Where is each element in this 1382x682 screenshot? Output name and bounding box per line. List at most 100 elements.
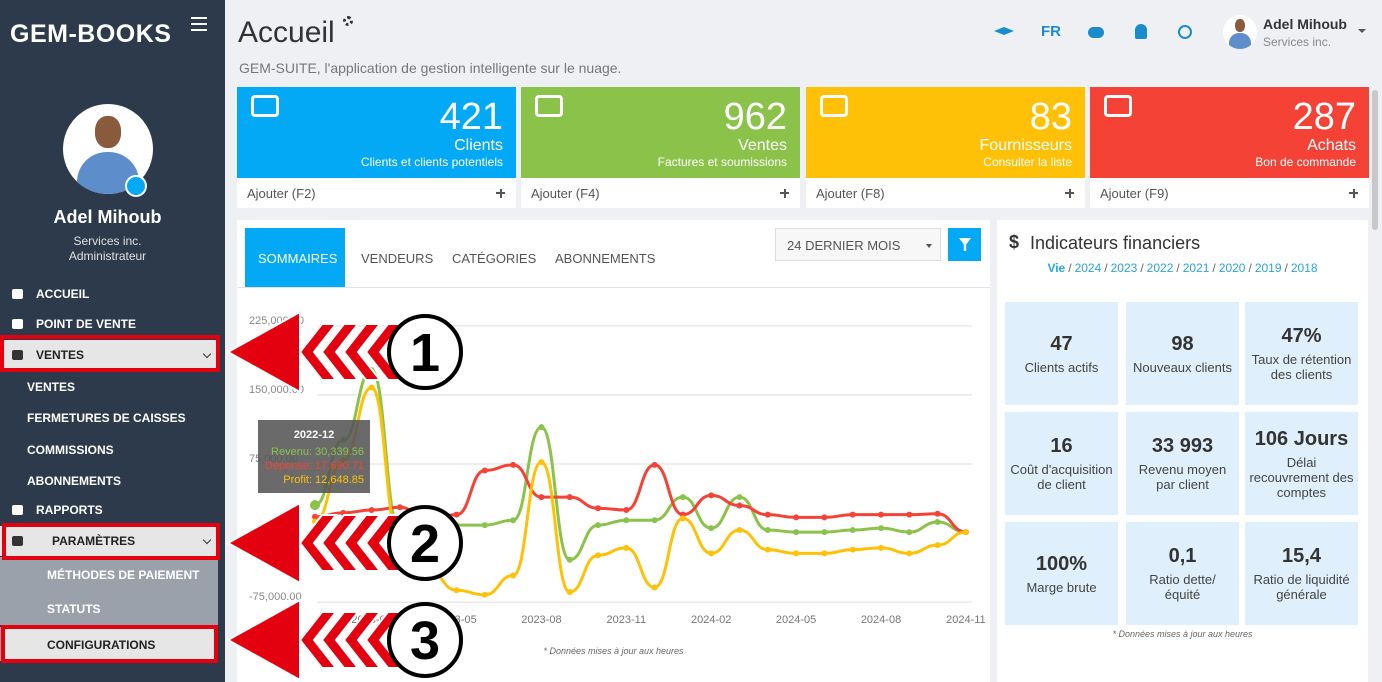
indicator-value: 0,1 [1168, 545, 1197, 567]
series-point [764, 527, 771, 534]
add-icon-v [1352, 188, 1355, 198]
avatar-head [95, 116, 121, 148]
series-point [396, 504, 403, 511]
menu-item[interactable]: VENTES [0, 340, 218, 370]
year-link[interactable]: 2022 [1146, 261, 1174, 275]
submenu-item[interactable]: STATUTS [0, 591, 218, 625]
indicator-label: Taux de rétention des clients [1251, 352, 1352, 382]
series-point [340, 509, 347, 516]
language[interactable]: FR [1041, 23, 1061, 40]
submenu-item[interactable]: COMMISSIONS [0, 434, 218, 465]
series-point [736, 527, 743, 534]
add-icon-v [499, 188, 502, 198]
chart-footnote: * Données mises à jour aux heures [543, 646, 684, 656]
submenu-item[interactable]: VENTES [0, 371, 218, 402]
chart-panel: SOMMAIRES VENDEURS CATÉGORIES ABONNEMENTS 24… [237, 220, 990, 682]
stat-card-value: 83 [1029, 96, 1072, 138]
y-tick-label: 225,000.00 [249, 315, 304, 327]
stat-card-value: 421 [439, 96, 503, 138]
menu-item[interactable]: RAPPORTS [0, 495, 218, 525]
indicator-label: Ratio dette/ équité [1149, 572, 1216, 602]
series-point [312, 518, 318, 525]
header-user-name[interactable]: Adel Mihoub [1263, 16, 1347, 32]
period-caret [926, 244, 932, 248]
x-tick-label: 2023-02 [351, 614, 391, 626]
menu-toggle-bar[interactable] [191, 23, 207, 25]
stat-card-action[interactable]: Ajouter (F9) [1090, 178, 1369, 208]
tab-label: SOMMAIRES [258, 251, 338, 266]
indicator-tile: 47% Taux de rétention des clients [1245, 302, 1358, 405]
icon-theme[interactable] [1178, 25, 1192, 39]
series-line [314, 463, 967, 534]
menu-toggle-bar[interactable] [191, 17, 207, 19]
header-user-company: Services inc. [1263, 35, 1332, 49]
year-link[interactable]: 2023 [1110, 261, 1138, 275]
menu-item[interactable]: POINT DE VENTE [0, 309, 218, 339]
logo[interactable]: GEM-BOOKS [10, 20, 172, 48]
series-point [934, 519, 941, 526]
stat-card-action-label: Ajouter (F4) [531, 186, 600, 201]
submenu-item[interactable]: ABONNEMENTS [0, 465, 218, 496]
indicator-tile: 100% Marge brute [1005, 522, 1118, 625]
menu-item[interactable]: ACCUEIL [0, 279, 218, 309]
submenu-item[interactable]: CONFIGURATIONS [0, 627, 218, 661]
tooltip-line: Profit: 12,648.85 [283, 474, 364, 486]
indicator-value: 33 993 [1151, 435, 1214, 457]
series-point [878, 544, 884, 551]
submenu-label: MÉTHODES DE PAIEMENT [47, 568, 200, 582]
series-point [510, 572, 517, 579]
series-point [510, 461, 517, 468]
submenu-item[interactable]: MÉTHODES DE PAIEMENT [0, 557, 218, 591]
year-separator: / [1140, 261, 1144, 275]
year-link[interactable]: 2021 [1182, 261, 1210, 275]
indicator-label: Nouveaux clients [1133, 359, 1232, 375]
series-point [368, 384, 375, 391]
icon-bell[interactable] [1135, 24, 1147, 39]
period-selector[interactable]: 24 DERNIER MOIS [775, 228, 941, 261]
x-tick-label: 2023-11 [607, 614, 647, 626]
series-point [793, 529, 800, 536]
icon-training[interactable] [994, 27, 1014, 35]
filter-button[interactable] [948, 228, 981, 261]
menu-toggle-bar[interactable] [191, 29, 207, 31]
stat-card-icon [535, 95, 563, 117]
year-link[interactable]: Vie [1047, 261, 1066, 275]
submenu-label: CONFIGURATIONS [47, 638, 156, 652]
tab-label: CATÉGORIES [452, 251, 537, 266]
stat-card-description: Bon de commande [1255, 155, 1356, 169]
indicator-tile: 0,1 Ratio dette/ équité [1126, 522, 1239, 625]
year-link[interactable]: 2018 [1290, 261, 1318, 275]
icon-chat[interactable] [1088, 27, 1104, 38]
avatar-badge [125, 175, 147, 197]
menu-item[interactable]: PARAMÈTRES [0, 526, 218, 556]
year-link[interactable]: 2019 [1254, 261, 1282, 275]
submenu-item[interactable]: FERMETURES DE CAISSES [0, 402, 218, 433]
stat-card: 962 Ventes Factures et soumissions Ajouter … [521, 87, 800, 208]
series-point [708, 525, 715, 532]
avatar [63, 104, 153, 194]
stat-card-description: Factures et soumissions [657, 155, 787, 169]
series-point [878, 511, 884, 518]
menu-label: RAPPORTS [36, 503, 103, 517]
series-point [310, 500, 320, 511]
stat-card-action[interactable]: Ajouter (F8) [806, 178, 1085, 208]
year-link[interactable]: 2024 [1074, 261, 1102, 275]
indicator-value: 47% [1281, 325, 1322, 347]
year-separator: / [1068, 261, 1072, 275]
year-link[interactable]: 2020 [1218, 261, 1246, 275]
page-title: Accueil [238, 16, 335, 49]
header-avatar[interactable] [1223, 15, 1257, 49]
indicator-tile: 33 993 Revenu moyen par client [1126, 412, 1239, 515]
series-point [651, 584, 658, 591]
x-tick-label: 2024-05 [776, 614, 816, 626]
indicator-label: Délai recouvrement des comptes [1249, 454, 1354, 500]
user-dropdown[interactable] [1358, 29, 1366, 33]
add-icon-v [783, 188, 786, 198]
stat-card-action[interactable]: Ajouter (F2) [237, 178, 516, 208]
series-point [906, 550, 913, 557]
stat-card-action[interactable]: Ajouter (F4) [521, 178, 800, 208]
indicator-tile: 15,4 Ratio de liquidité générale [1245, 522, 1358, 625]
tab[interactable]: SOMMAIRES [245, 228, 345, 287]
